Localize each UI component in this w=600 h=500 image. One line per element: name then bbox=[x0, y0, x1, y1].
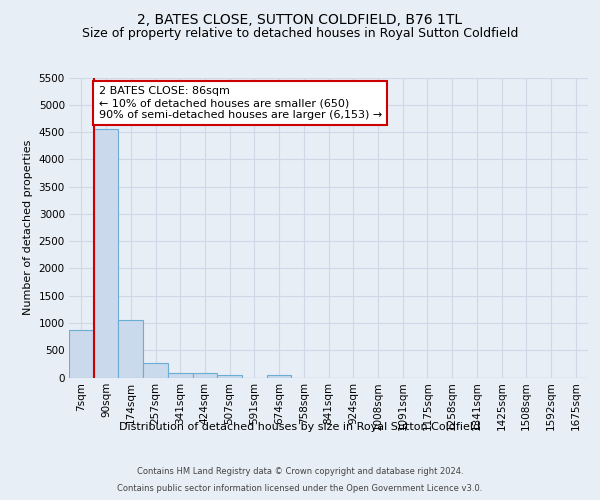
Bar bbox=[118, 320, 143, 378]
Text: 2, BATES CLOSE, SUTTON COLDFIELD, B76 1TL: 2, BATES CLOSE, SUTTON COLDFIELD, B76 1T… bbox=[137, 12, 463, 26]
Text: Distribution of detached houses by size in Royal Sutton Coldfield: Distribution of detached houses by size … bbox=[119, 422, 481, 432]
Text: Contains HM Land Registry data © Crown copyright and database right 2024.: Contains HM Land Registry data © Crown c… bbox=[137, 468, 463, 476]
Y-axis label: Number of detached properties: Number of detached properties bbox=[23, 140, 33, 315]
Text: Contains public sector information licensed under the Open Government Licence v3: Contains public sector information licen… bbox=[118, 484, 482, 493]
Text: Size of property relative to detached houses in Royal Sutton Coldfield: Size of property relative to detached ho… bbox=[82, 28, 518, 40]
Bar bbox=[217, 375, 242, 378]
Bar bbox=[193, 374, 217, 378]
Bar bbox=[143, 362, 168, 378]
Text: 2 BATES CLOSE: 86sqm
← 10% of detached houses are smaller (650)
90% of semi-deta: 2 BATES CLOSE: 86sqm ← 10% of detached h… bbox=[98, 86, 382, 120]
Bar bbox=[94, 129, 118, 378]
Bar bbox=[69, 330, 94, 378]
Bar bbox=[168, 373, 193, 378]
Bar bbox=[267, 374, 292, 378]
